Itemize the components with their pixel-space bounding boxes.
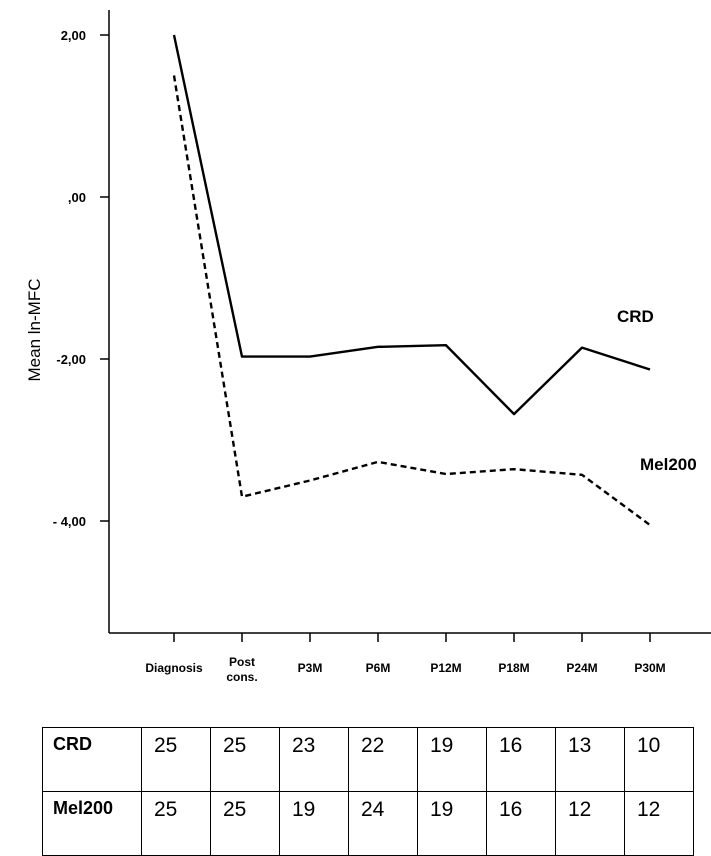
count-cell: 22 <box>349 728 418 792</box>
series-line-crd <box>174 35 650 414</box>
y-tick-label: - 4,00 <box>53 514 86 529</box>
count-cell: 19 <box>418 792 487 856</box>
series-line-mel200 <box>174 76 650 526</box>
series-label-crd: CRD <box>617 307 654 326</box>
row-label: Mel200 <box>43 792 142 856</box>
series-lines <box>174 35 650 525</box>
count-cell: 10 <box>625 728 694 792</box>
count-cell: 25 <box>211 792 280 856</box>
count-cell: 16 <box>487 728 556 792</box>
x-tick-label: P3M <box>298 661 323 675</box>
count-cell: 24 <box>349 792 418 856</box>
count-cell: 16 <box>487 792 556 856</box>
count-cell: 25 <box>142 728 211 792</box>
count-cell: 19 <box>418 728 487 792</box>
y-tick-label: ,00 <box>68 190 86 205</box>
count-cell: 23 <box>280 728 349 792</box>
x-tick-label: P30M <box>634 661 665 675</box>
count-cell: 25 <box>142 792 211 856</box>
count-cell: 12 <box>625 792 694 856</box>
row-label: CRD <box>43 728 142 792</box>
series-label-mel200: Mel200 <box>640 455 697 474</box>
x-tick-label: P6M <box>366 661 391 675</box>
x-tick-label: Diagnosis <box>145 661 203 675</box>
series-labels: CRD Mel200 <box>617 307 697 474</box>
x-tick-label: P24M <box>566 661 597 675</box>
count-cell: 12 <box>556 792 625 856</box>
count-cell: 25 <box>211 728 280 792</box>
y-axis-label: Mean ln-MFC <box>25 279 44 382</box>
count-cell: 13 <box>556 728 625 792</box>
y-tick-label: -2,00 <box>56 352 86 367</box>
count-cell: 19 <box>280 792 349 856</box>
y-ticks: 2,00 ,00 -2,00 - 4,00 <box>53 28 109 529</box>
x-tick-label: P12M <box>430 661 461 675</box>
x-tick-label: P18M <box>498 661 529 675</box>
y-tick-label: 2,00 <box>61 28 86 43</box>
